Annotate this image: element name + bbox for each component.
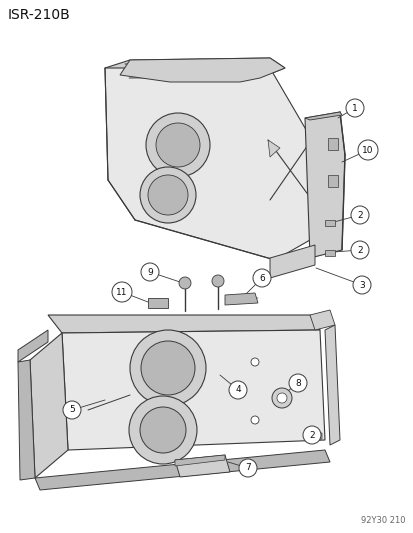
Text: 1: 1 bbox=[351, 103, 357, 112]
Polygon shape bbox=[48, 315, 319, 333]
Circle shape bbox=[252, 269, 271, 287]
Circle shape bbox=[352, 276, 370, 294]
Circle shape bbox=[141, 341, 195, 395]
Polygon shape bbox=[327, 138, 337, 150]
Text: 4: 4 bbox=[235, 385, 240, 394]
Circle shape bbox=[302, 426, 320, 444]
Polygon shape bbox=[224, 293, 257, 305]
Polygon shape bbox=[327, 175, 337, 187]
Circle shape bbox=[228, 381, 247, 399]
Circle shape bbox=[129, 396, 197, 464]
Circle shape bbox=[156, 123, 199, 167]
Polygon shape bbox=[267, 140, 279, 157]
Polygon shape bbox=[105, 68, 314, 260]
Text: 5: 5 bbox=[69, 406, 75, 415]
Text: 2: 2 bbox=[309, 431, 314, 440]
Circle shape bbox=[140, 167, 195, 223]
Circle shape bbox=[250, 416, 259, 424]
Circle shape bbox=[140, 407, 185, 453]
Polygon shape bbox=[120, 58, 284, 82]
Circle shape bbox=[146, 113, 209, 177]
Text: 3: 3 bbox=[358, 280, 364, 289]
Polygon shape bbox=[269, 245, 314, 278]
Text: 2: 2 bbox=[356, 246, 362, 254]
Circle shape bbox=[211, 275, 223, 287]
Polygon shape bbox=[324, 325, 339, 445]
Polygon shape bbox=[304, 112, 341, 120]
Polygon shape bbox=[175, 455, 230, 477]
Polygon shape bbox=[307, 433, 321, 441]
Circle shape bbox=[141, 263, 159, 281]
Polygon shape bbox=[304, 112, 344, 258]
Circle shape bbox=[288, 374, 306, 392]
Polygon shape bbox=[105, 58, 284, 82]
Text: 10: 10 bbox=[361, 146, 373, 155]
Polygon shape bbox=[324, 220, 334, 226]
Circle shape bbox=[345, 99, 363, 117]
Polygon shape bbox=[18, 360, 35, 480]
Circle shape bbox=[250, 358, 259, 366]
Circle shape bbox=[350, 241, 368, 259]
Text: ISR-210B: ISR-210B bbox=[8, 8, 71, 22]
Text: 8: 8 bbox=[294, 378, 300, 387]
Text: 9: 9 bbox=[147, 268, 152, 277]
Polygon shape bbox=[175, 455, 224, 466]
Polygon shape bbox=[309, 310, 334, 330]
Text: 11: 11 bbox=[116, 287, 128, 296]
Polygon shape bbox=[62, 330, 324, 450]
Circle shape bbox=[130, 330, 206, 406]
Text: 92Y30 210: 92Y30 210 bbox=[361, 516, 405, 525]
Text: 2: 2 bbox=[356, 211, 362, 220]
Text: 7: 7 bbox=[244, 464, 250, 472]
Polygon shape bbox=[35, 450, 329, 490]
Circle shape bbox=[112, 282, 132, 302]
Polygon shape bbox=[18, 330, 48, 362]
Circle shape bbox=[238, 459, 256, 477]
Polygon shape bbox=[30, 333, 68, 478]
Circle shape bbox=[350, 206, 368, 224]
Circle shape bbox=[147, 175, 188, 215]
Polygon shape bbox=[324, 250, 334, 256]
Circle shape bbox=[357, 140, 377, 160]
Circle shape bbox=[271, 388, 291, 408]
Circle shape bbox=[178, 277, 190, 289]
Circle shape bbox=[63, 401, 81, 419]
Circle shape bbox=[276, 393, 286, 403]
Polygon shape bbox=[147, 298, 168, 308]
Text: 6: 6 bbox=[259, 273, 264, 282]
